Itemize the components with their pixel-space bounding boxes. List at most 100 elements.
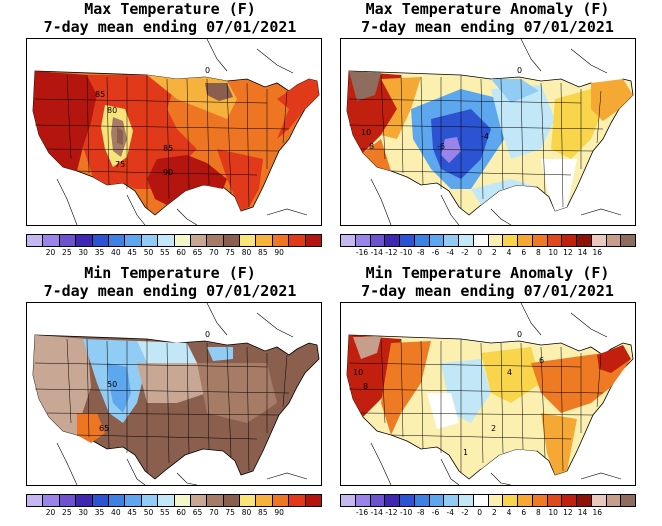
colorbar-tick-label: 6	[521, 508, 527, 517]
colorbar-swatch	[503, 495, 518, 506]
map-min-temperature-anomaly: 10 8 0 2 4 6 1	[340, 302, 636, 486]
colorbar-swatch	[473, 235, 489, 246]
northeast-red-region	[597, 345, 631, 373]
colorbar-tick-label: 14	[577, 248, 588, 257]
colorbar-swatch	[125, 235, 142, 246]
colorbar-tick-label: 50	[143, 508, 154, 517]
midwest-brown-region	[197, 363, 277, 423]
southeast-yellow-region	[541, 413, 577, 475]
colorbar-tick-label: 16	[592, 248, 603, 257]
colorbar-swatch	[562, 495, 577, 506]
south-red-region	[147, 155, 227, 205]
colorbar-swatch	[547, 495, 563, 506]
contour-label: 8	[369, 142, 374, 151]
colorbar-swatch	[547, 235, 563, 246]
colorbar-swatch	[125, 495, 142, 506]
contour-label: 80	[107, 106, 117, 115]
contour-label: 0	[205, 330, 210, 339]
colorbar-swatch	[355, 495, 371, 506]
south-lightblue-region	[471, 179, 537, 205]
colorbar-swatch	[414, 495, 430, 506]
colorbar-swatch	[400, 495, 415, 506]
colorbar-swatch	[92, 235, 109, 246]
great-lakes-brown-region	[205, 83, 233, 101]
panel-title: Max Temperature Anomaly (F) 7-day mean e…	[335, 0, 640, 36]
coastlines	[56, 39, 308, 225]
state-lines	[348, 338, 604, 473]
contour-label: -4	[481, 132, 489, 141]
colorbar-swatch	[289, 235, 306, 246]
contour-label: 1	[463, 448, 468, 457]
contour-label: 8	[363, 382, 368, 391]
colorbar-swatch	[341, 495, 356, 506]
colorbar-swatch	[223, 235, 241, 246]
midwest-lightblue-region	[491, 85, 555, 159]
colorbar-ticks: 20 25 30 35 40 45 50 55 60 65 70 75 80 85 90	[26, 248, 320, 258]
colorbar-tick-label: 70	[209, 248, 219, 257]
title-line-2: 7-day mean ending 07/01/2021	[43, 18, 297, 36]
colorbar-swatch	[606, 495, 622, 506]
colorbar-swatch	[92, 495, 109, 506]
colorbar-tick-label: 8	[536, 508, 541, 517]
hot-west-region	[33, 71, 97, 171]
colorbar-tick-label: 4	[506, 508, 512, 517]
colorbar-swatch	[272, 235, 290, 246]
colorbar-swatch	[429, 235, 445, 246]
colorbar-tick-label: -4	[446, 508, 454, 517]
colorbar-swatch	[256, 235, 273, 246]
contour-label: 0	[205, 66, 210, 75]
colorbar-swatch	[562, 235, 577, 246]
contour-label: 10	[353, 368, 363, 377]
colorbar-swatch	[444, 495, 459, 506]
mountain-dark-region	[117, 127, 123, 145]
colorbar-anom	[340, 234, 636, 247]
colorbar-ticks: -16 -14 -12 -10 -8 -6 -4 -2 0 2 4 6 8 10 12 14 16	[340, 508, 634, 518]
colorbar-swatch	[305, 495, 322, 506]
coastlines	[370, 39, 622, 225]
colorbar-tick-label: 0	[477, 248, 483, 257]
colorbar-swatch	[59, 235, 77, 246]
colorbar-tick-label: 35	[94, 508, 105, 517]
colorbar-swatch	[370, 235, 386, 246]
colorbar-swatch	[207, 235, 224, 246]
colorbar-swatch	[108, 235, 126, 246]
state-lines	[34, 74, 290, 209]
colorbar-tick-label: 85	[258, 508, 268, 517]
colorbar-tick-label: 6	[521, 248, 527, 257]
contour-label: 85	[163, 144, 173, 153]
colorbar-tick-label: 75	[225, 508, 235, 517]
contour-label: -6	[437, 142, 445, 151]
colorbar-tick-label: 25	[62, 248, 72, 257]
colorbar-swatch	[370, 495, 386, 506]
colorbar-swatch	[76, 235, 93, 246]
colorbar-tick-label: 0	[477, 508, 483, 517]
colorbar-swatch	[577, 495, 592, 506]
colorbar-swatch	[488, 495, 504, 506]
colorbar-tick-label: 30	[78, 248, 88, 257]
colorbar-tick-label: -2	[461, 508, 469, 517]
panel-title: Min Temperature (F) 7-day mean ending 07…	[20, 264, 320, 300]
contour-label: 75	[115, 160, 125, 169]
colorbar-swatch	[429, 495, 445, 506]
colorbar-swatch	[240, 495, 257, 506]
colorbar-swatch	[240, 235, 257, 246]
map-svg: 10 8 0 -6 -4	[346, 39, 634, 225]
coastlines	[370, 303, 622, 485]
title-line-1: Max Temperature Anomaly (F)	[365, 0, 610, 18]
colorbar-tick-label: 45	[127, 248, 137, 257]
colorbar-swatch	[174, 495, 191, 506]
colorbar-tick-label: 10	[548, 248, 558, 257]
colorbar-tick-label: 75	[225, 248, 235, 257]
colorbar-tick-label: 12	[563, 508, 573, 517]
colorbar-tick-label: -12	[385, 248, 398, 257]
colorbar-swatch	[141, 495, 159, 506]
colorbar-swatch	[223, 495, 241, 506]
colorbar-swatch	[141, 235, 159, 246]
colorbar-swatch	[414, 235, 430, 246]
map-svg: 85 80 75 85 90 0	[32, 39, 320, 225]
northeast-region	[277, 79, 319, 139]
contour-label: 50	[107, 380, 117, 389]
colorbar-tick-label: 65	[192, 508, 203, 517]
west-orange-region	[381, 77, 421, 139]
south-lightyellow-region	[461, 433, 537, 469]
